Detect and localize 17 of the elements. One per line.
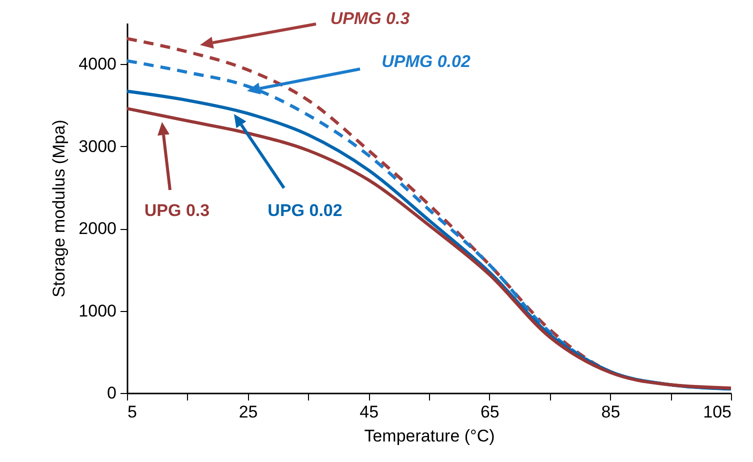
x-tick-label: 5 [128,402,137,422]
x-tick-label: 25 [238,402,258,422]
y-tick-label: 1000 [78,301,116,320]
text: UPMG 0.02 [382,52,471,71]
y-tick-label: 4000 [78,54,116,74]
y-axis-title: Storage modulus (Mpa) [50,120,69,298]
x-axis-title: Temperature (°C) [364,426,495,446]
x-tick-label: 45 [360,402,379,422]
text: UPG 0.02 [268,201,342,220]
x-tick-label: 105 [703,402,732,422]
y-tick-label: 0 [107,384,116,402]
x-tick-label: 85 [601,402,620,422]
text: UPMG 0.3 [330,9,410,28]
text: UPG 0.3 [144,201,210,220]
x-tick-label: 65 [480,402,500,422]
y-tick-label: 2000 [78,219,116,238]
y-tick-label: 3000 [78,136,116,156]
